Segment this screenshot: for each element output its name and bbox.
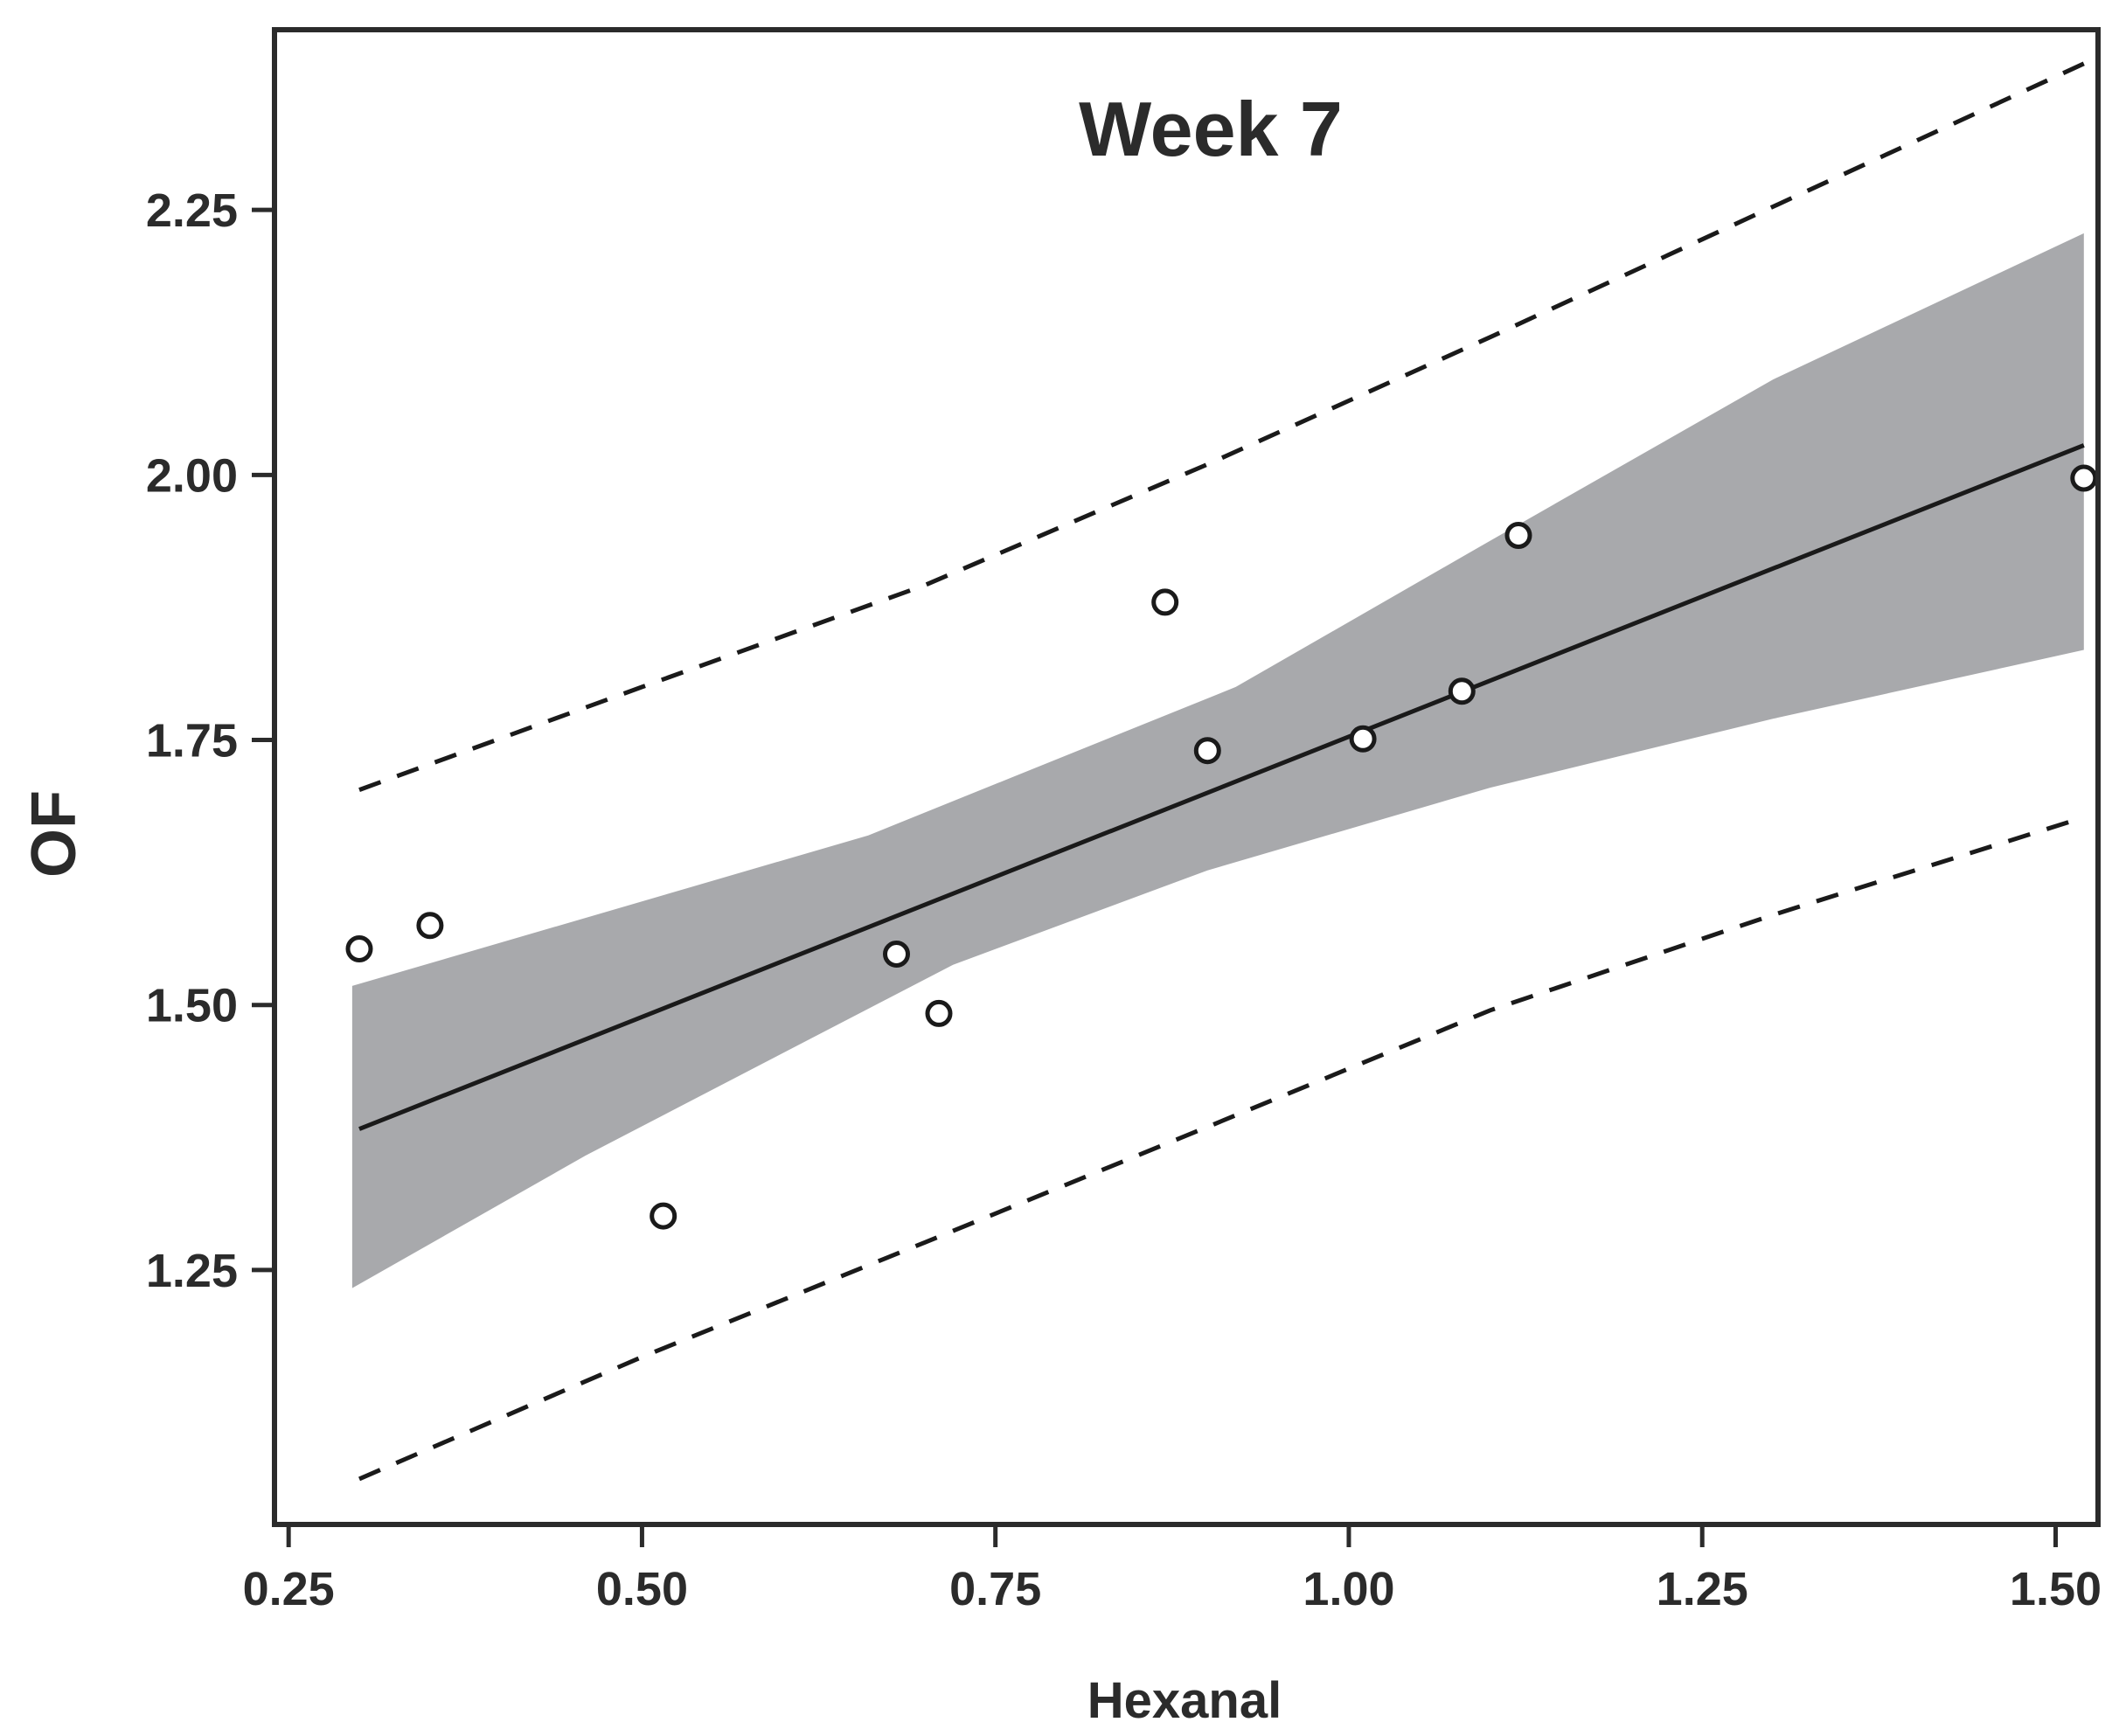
data-points-layer	[345, 464, 2098, 1230]
y-tick-label: 1.50	[146, 980, 238, 1032]
regression-line	[358, 443, 2085, 1131]
confidence-band	[351, 233, 2084, 1288]
confidence-band-layer	[351, 233, 2084, 1288]
data-point	[416, 912, 444, 940]
data-point	[1504, 522, 1532, 549]
upper-prediction-line	[358, 61, 2085, 792]
chart-title: Week 7	[1079, 86, 1343, 172]
x-axis-title: Hexanal	[1087, 1672, 1282, 1729]
x-tick-label: 0.25	[243, 1563, 335, 1615]
prediction-interval-layer	[358, 61, 2085, 1482]
data-point	[1193, 737, 1221, 765]
data-point	[1349, 725, 1377, 753]
x-tick-label: 1.50	[2010, 1563, 2102, 1615]
data-point	[1448, 677, 1476, 705]
x-tick-label: 1.25	[1657, 1563, 1748, 1615]
data-point	[2070, 464, 2098, 492]
data-point	[345, 935, 373, 962]
data-point	[925, 999, 953, 1027]
data-point	[1151, 588, 1179, 616]
data-point	[883, 941, 910, 968]
plot-frame	[272, 27, 2101, 1527]
x-tick-label: 0.75	[949, 1563, 1041, 1615]
data-point	[650, 1202, 677, 1230]
y-tick-label: 2.25	[146, 184, 238, 237]
regression-line-layer	[358, 443, 2085, 1131]
y-axis-ticks: 1.25 1.50 1.75 2.00 2.25	[146, 184, 274, 1297]
y-axis-title: OF	[19, 790, 89, 878]
y-tick-label: 1.25	[146, 1245, 238, 1297]
x-tick-label: 0.50	[596, 1563, 688, 1615]
y-tick-label: 1.75	[146, 715, 238, 767]
y-tick-label: 2.00	[146, 449, 238, 502]
x-axis-ticks: 0.25 0.50 0.75 1.00 1.25 1.50	[243, 1524, 2102, 1615]
x-tick-label: 1.00	[1303, 1563, 1394, 1615]
